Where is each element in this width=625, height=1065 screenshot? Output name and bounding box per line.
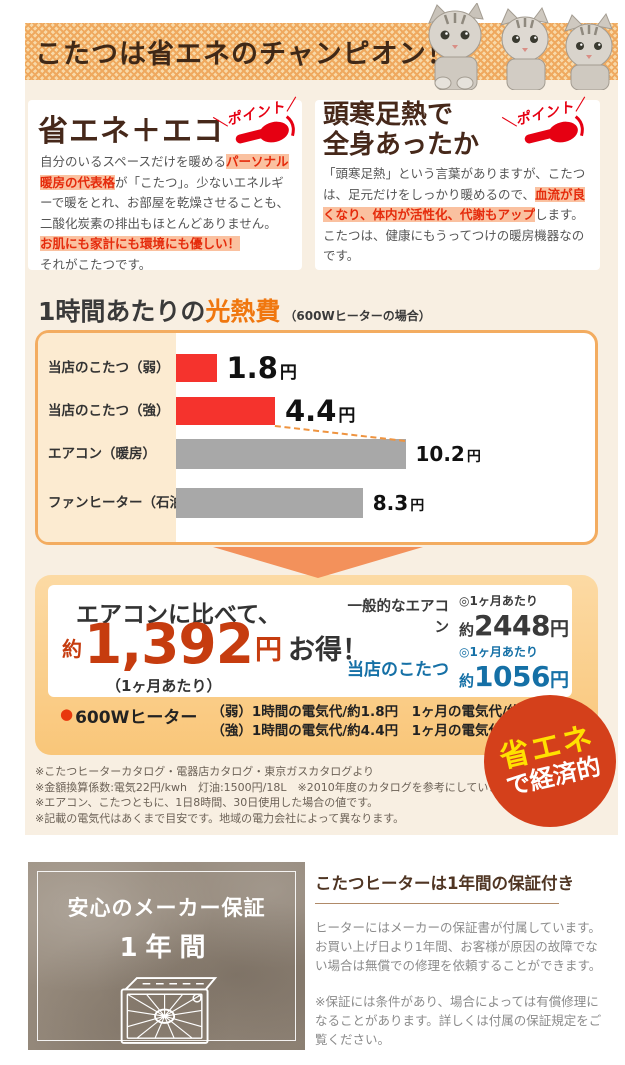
footnote-2: ※金額換算係数:電気22円/kwh 灯油:1500円/18L ※2010年度のカ… (35, 780, 521, 794)
bar-fanheater (176, 488, 363, 518)
eco-section: 省エネ＋エコ ＼ポイント／ 自分のいるスペースだけを暖めるパーソナル暖房の代表格… (28, 97, 302, 272)
warm-heading-line2: 全身あったか (323, 130, 480, 160)
chart-row-label: ファンヒーター（石油） (48, 495, 197, 511)
warranty-period: 1年間 (119, 933, 214, 963)
page-title: こたつは省エネのチャンピオン！ (35, 39, 455, 70)
savings-comparison: 一般的なエアコン ◎1ヶ月あたり 約 2448 円 当店のこたつ ◎1ヶ月あたり 約… (343, 585, 569, 697)
kitten-2 (500, 6, 549, 90)
point-badge-warm: ＼ポイント／ (501, 92, 599, 158)
warranty-paragraph: ヒーターにはメーカーの保証書が付属しています。お買い上げ日より1年間、お客様が原… (315, 920, 602, 973)
savings-suffix: お得！ (287, 635, 369, 666)
comparison-label: 当店のこたつ (347, 659, 449, 680)
chart-title-note: （600Wヒーターの場合） (284, 309, 431, 323)
comparison-label: 一般的なエアコン (347, 599, 450, 636)
bar-value: 8.3 円 (372, 491, 425, 515)
bar-value: 1.8 円 (226, 351, 297, 385)
chart-row-label: 当店のこたつ（弱） (48, 360, 170, 376)
comparison-row-aircon: 一般的なエアコン ◎1ヶ月あたり 約 2448 円 (343, 593, 569, 642)
bullet-icon: ● (60, 705, 74, 723)
cost-bar-chart: 当店のこたつ（弱） 1.8 円 当店のこたつ（強） 4.4 円 エアコン（暖房） 1… (35, 330, 598, 545)
heater-label: 600Wヒーター (75, 708, 198, 728)
savings-panel: エアコンに比べて、 約 1,392 円 お得！ （1ヶ月あたり） 一般的なエアコ… (35, 575, 598, 755)
kitten-3 (564, 12, 613, 90)
heater-details: （弱）1時間の電気代/約1.8円 1ヶ月の電気代/約432円 （強）1時間の電気… (211, 703, 571, 741)
savings-card: エアコンに比べて、 約 1,392 円 お得！ （1ヶ月あたり） 一般的なエアコ… (48, 585, 572, 697)
eco-badge-text: 省エネ で経済的 (496, 720, 603, 801)
chart-row-label: 当店のこたつ（強） (48, 403, 170, 419)
footnote-3: ※エアコン、こたつともに、1日8時間、30日使用した場合の値です。 (35, 796, 379, 809)
warranty-box-border (37, 871, 296, 1041)
savings-unit: 円 (254, 635, 282, 666)
eco-text-1: 自分のいるスペースだけを暖める (40, 154, 227, 169)
eco-highlight-2: お肌にも家計にも環境にも優しい！ (40, 236, 241, 251)
warm-section: 頭寒足熱で 全身あったか ＼ポイント／ 「頭寒足熱」という言葉がありますが、こたつ… (315, 97, 600, 270)
footnote-4: ※記載の電気代はあくまで目安です。地域の電力会社によって異なります。 (35, 811, 405, 825)
eco-text-2: が「こたつ」。少ないエネルギーで暖をとれ、お部屋を乾燥させることも、二酸化炭素の… (40, 174, 290, 231)
savings-lead: エアコンに比べて、 (76, 602, 281, 628)
eco-paragraph: 自分のいるスペースだけを暖めるパーソナル暖房の代表格が「こたつ」。少ないエネルギ… (40, 152, 294, 275)
kittens-image (428, 3, 613, 90)
chart-row-label: エアコン（暖房） (48, 446, 156, 462)
footnotes: ※こたつヒーターカタログ・電器店カタログ・東京ガスカタログより ※金額換算係数:… (35, 764, 520, 826)
pointing-hand-icon (524, 115, 584, 144)
bar-kotatsu-high (176, 397, 275, 425)
chart-label-column (38, 333, 176, 542)
bar-value: 4.4 円 (285, 394, 356, 428)
eco-heading: 省エネ＋エコ (38, 114, 224, 149)
pointing-hand-icon (235, 115, 295, 144)
footnote-1: ※こたつヒーターカタログ・電器店カタログ・東京ガスカタログより (35, 765, 374, 778)
warranty-box: 安心のメーカー保証 1年間 (28, 862, 305, 1050)
down-arrow-icon (213, 547, 423, 578)
bar-kotatsu-low (176, 354, 217, 382)
comparison-row-kotatsu: 当店のこたつ ◎1ヶ月あたり 約 1056 円 (343, 643, 569, 693)
chart-title-main: 1時間あたりの (38, 297, 206, 326)
comparison-value: ◎1ヶ月あたり 約 1056 円 (459, 645, 569, 693)
warranty-heading: こたつヒーターは1年間の保証付き (315, 870, 574, 904)
comparison-value: ◎1ヶ月あたり 約 2448 円 (459, 594, 569, 642)
chart-row-kotatsu-low: 当店のこたつ（弱） 1.8 円 (38, 351, 595, 385)
kitten-1 (428, 3, 484, 90)
bar-value: 10.2 円 (415, 442, 481, 466)
heater-spec-line: ● 600Wヒーター （弱）1時間の電気代/約1.8円 1ヶ月の電気代/約432… (60, 703, 571, 741)
chart-row-kotatsu-high: 当店のこたつ（強） 4.4 円 (38, 394, 595, 428)
bar-aircon (176, 439, 406, 469)
warranty-note: ※保証には条件があり、場合によっては有償修理になることがあります。詳しくは付属の… (315, 994, 602, 1047)
chart-row-aircon: エアコン（暖房） 10.2 円 (38, 439, 595, 469)
kotatsu-heater-icon (120, 977, 218, 1044)
warranty-title: 安心のメーカー保証 (67, 896, 266, 920)
chart-title: 1時間あたりの 光熱費 （600Wヒーターの場合） (38, 292, 431, 328)
point-badge-eco: ＼ポイント／ (212, 92, 310, 158)
eco-text-3: それがこたつです。 (40, 256, 152, 272)
warm-paragraph: 「頭寒足熱」という言葉がありますが、こたつは、足元だけをしっかり暖めるので、血流… (323, 164, 595, 267)
warm-heading: 頭寒足熱で 全身あったか (323, 100, 479, 160)
heater-detail-strong: （強）1時間の電気代/約4.4円 1ヶ月の電気代/約1056円 (211, 723, 572, 739)
eco-badge: 省エネ で経済的 (484, 695, 616, 827)
savings-amount-line: 約 1,392 円 お得！ (62, 617, 369, 672)
savings-approx: 約 (62, 637, 82, 661)
warranty-info: こたつヒーターは1年間の保証付き ヒーターにはメーカーの保証書が付属しています。… (315, 870, 607, 1049)
chart-row-fanheater: ファンヒーター（石油） 8.3 円 (38, 488, 595, 518)
warm-heading-line1: 頭寒足熱で (323, 100, 454, 130)
warm-text-2: します。こたつは、健康にもうってつけの暖房機器なのです。 (323, 207, 585, 263)
chart-title-accent: 光熱費 (205, 297, 281, 326)
warm-text-1: 「頭寒足熱」という言葉がありますが、こたつは、足元だけをしっかり暖めるので、 (323, 166, 586, 202)
savings-amount: 1,392 (84, 612, 254, 676)
heater-detail-weak: （弱）1時間の電気代/約1.8円 1ヶ月の電気代/約432円 (211, 704, 563, 720)
savings-per-note: （1ヶ月あたり） (106, 677, 222, 695)
